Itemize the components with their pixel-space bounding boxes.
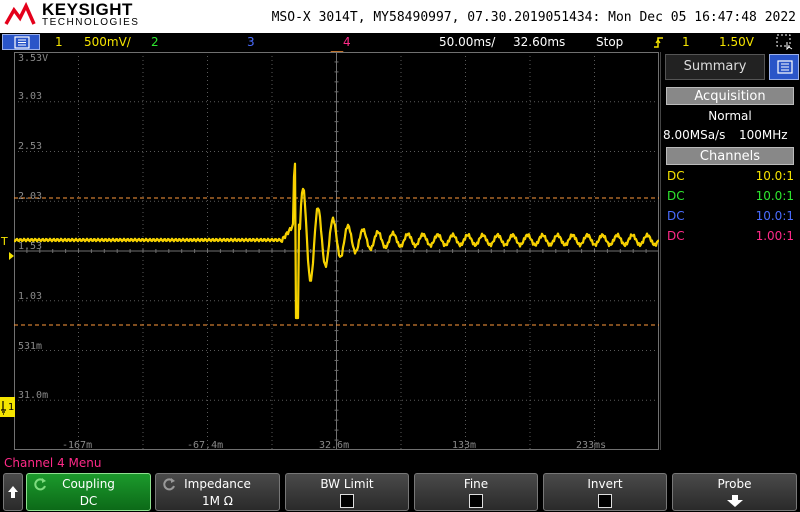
x-label-4: 233ms xyxy=(576,440,607,451)
grid-border xyxy=(14,52,659,450)
summary-tab[interactable]: Summary xyxy=(665,54,765,80)
keysight-logo-icon xyxy=(4,2,36,25)
ch3-indicator[interactable]: 3 xyxy=(247,35,255,49)
ch3-coupling: DC xyxy=(667,209,685,223)
y-label-2: 2.53 xyxy=(18,141,43,152)
y-label-1: 3.03 xyxy=(18,91,43,102)
svg-text:T: T xyxy=(0,235,8,248)
waveform-display[interactable] xyxy=(14,52,659,450)
bw-limit-softkey[interactable]: BW Limit xyxy=(285,473,409,511)
bandwidth: 100MHz xyxy=(739,128,788,142)
ch1-scale[interactable]: 500mV/ xyxy=(84,35,131,49)
ch2-coupling: DC xyxy=(667,189,685,203)
probe-label: Probe xyxy=(717,477,752,491)
touch-select-icon[interactable] xyxy=(776,34,794,50)
x-label-1: -67.4m xyxy=(187,440,224,451)
info-panel: Summary Acquisition Normal 8.00MSa/s 100… xyxy=(660,52,800,450)
menu-icon xyxy=(14,36,30,49)
ch1-ground-marker[interactable]: T xyxy=(0,230,14,262)
bw-limit-checkbox[interactable] xyxy=(340,494,354,508)
acquisition-header[interactable]: Acquisition xyxy=(666,87,794,105)
ch1-coupling: DC xyxy=(667,169,685,183)
ch1-probe-ratio: 10.0:1 xyxy=(755,169,794,183)
invert-softkey[interactable]: Invert xyxy=(543,473,667,511)
instrument-title: MSO-X 3014T, MY58490997, 07.30.201905143… xyxy=(271,10,796,25)
invert-checkbox[interactable] xyxy=(598,494,612,508)
y-label-3: 2.03 xyxy=(18,191,43,202)
rotate-knob-icon xyxy=(163,478,175,491)
timebase-scale[interactable]: 50.00ms/ xyxy=(439,35,496,49)
acquisition-mode: Normal xyxy=(708,109,752,123)
trigger-edge-icon xyxy=(654,37,663,48)
y-label-4: 1.53 xyxy=(18,241,43,252)
graticule-grid xyxy=(14,52,659,450)
softkey-bar: Coupling DC Impedance 1M Ω BW Limit Fine… xyxy=(0,472,800,512)
ch2-probe-ratio: 10.0:1 xyxy=(755,189,794,203)
ch2-indicator[interactable]: 2 xyxy=(151,35,159,49)
ch4-coupling: DC xyxy=(667,229,685,243)
impedance-value: 1M Ω xyxy=(202,494,233,508)
coupling-value: DC xyxy=(79,494,98,508)
y-label-5: 1.03 xyxy=(18,291,43,302)
sample-rate: 8.00MSa/s xyxy=(663,128,726,142)
fine-label: Fine xyxy=(463,477,489,491)
trigger-source[interactable]: 1 xyxy=(682,35,690,49)
main-menu-button[interactable] xyxy=(2,34,40,50)
svg-text:1: 1 xyxy=(8,402,14,413)
run-state: Stop xyxy=(596,35,624,49)
x-label-3: 133m xyxy=(452,440,477,451)
submenu-arrow-icon xyxy=(727,495,743,507)
x-label-0: -167m xyxy=(62,440,93,451)
impedance-label: Impedance xyxy=(184,477,251,491)
brand-name: KEYSIGHT xyxy=(42,0,133,19)
brand-subtitle: TECHNOLOGIES xyxy=(42,17,140,28)
invert-label: Invert xyxy=(587,477,623,491)
fine-checkbox[interactable] xyxy=(469,494,483,508)
status-bar: 1 500mV/ 2 3 4 50.00ms/ 32.60ms Stop 1 1… xyxy=(0,33,800,52)
ch3-probe-ratio: 10.0:1 xyxy=(755,209,794,223)
coupling-label: Coupling xyxy=(62,477,115,491)
panel-menu-button[interactable] xyxy=(769,54,799,80)
fine-softkey[interactable]: Fine xyxy=(414,473,538,511)
ch4-probe-ratio: 1.00:1 xyxy=(755,229,794,243)
ch1-indicator[interactable]: 1 xyxy=(55,35,63,49)
ch4-indicator[interactable]: 4 xyxy=(343,35,351,49)
channels-header[interactable]: Channels xyxy=(666,147,794,165)
x-label-2: 32.6m xyxy=(319,440,350,451)
impedance-softkey[interactable]: Impedance 1M Ω xyxy=(155,473,280,511)
softkey-menu-title: Channel 4 Menu xyxy=(4,456,102,470)
bw-limit-label: BW Limit xyxy=(320,477,374,491)
y-label-6: 531m xyxy=(18,341,43,352)
arrow-up-icon xyxy=(8,486,18,498)
coupling-softkey[interactable]: Coupling DC xyxy=(26,473,151,511)
menu-back-button[interactable] xyxy=(3,473,23,511)
time-delay[interactable]: 32.60ms xyxy=(513,35,566,49)
header-bar: KEYSIGHT TECHNOLOGIES MSO-X 3014T, MY584… xyxy=(0,0,800,33)
ch1-trace-core xyxy=(14,163,659,319)
trigger-level[interactable]: 1.50V xyxy=(719,35,754,49)
y-label-0: 3.53V xyxy=(18,53,49,64)
ch1-offset-marker[interactable]: 1 xyxy=(0,396,16,418)
probe-softkey[interactable]: Probe xyxy=(672,473,797,511)
rotate-knob-icon xyxy=(34,478,46,491)
y-label-7: 31.0m xyxy=(18,390,49,401)
menu-icon xyxy=(777,60,793,74)
